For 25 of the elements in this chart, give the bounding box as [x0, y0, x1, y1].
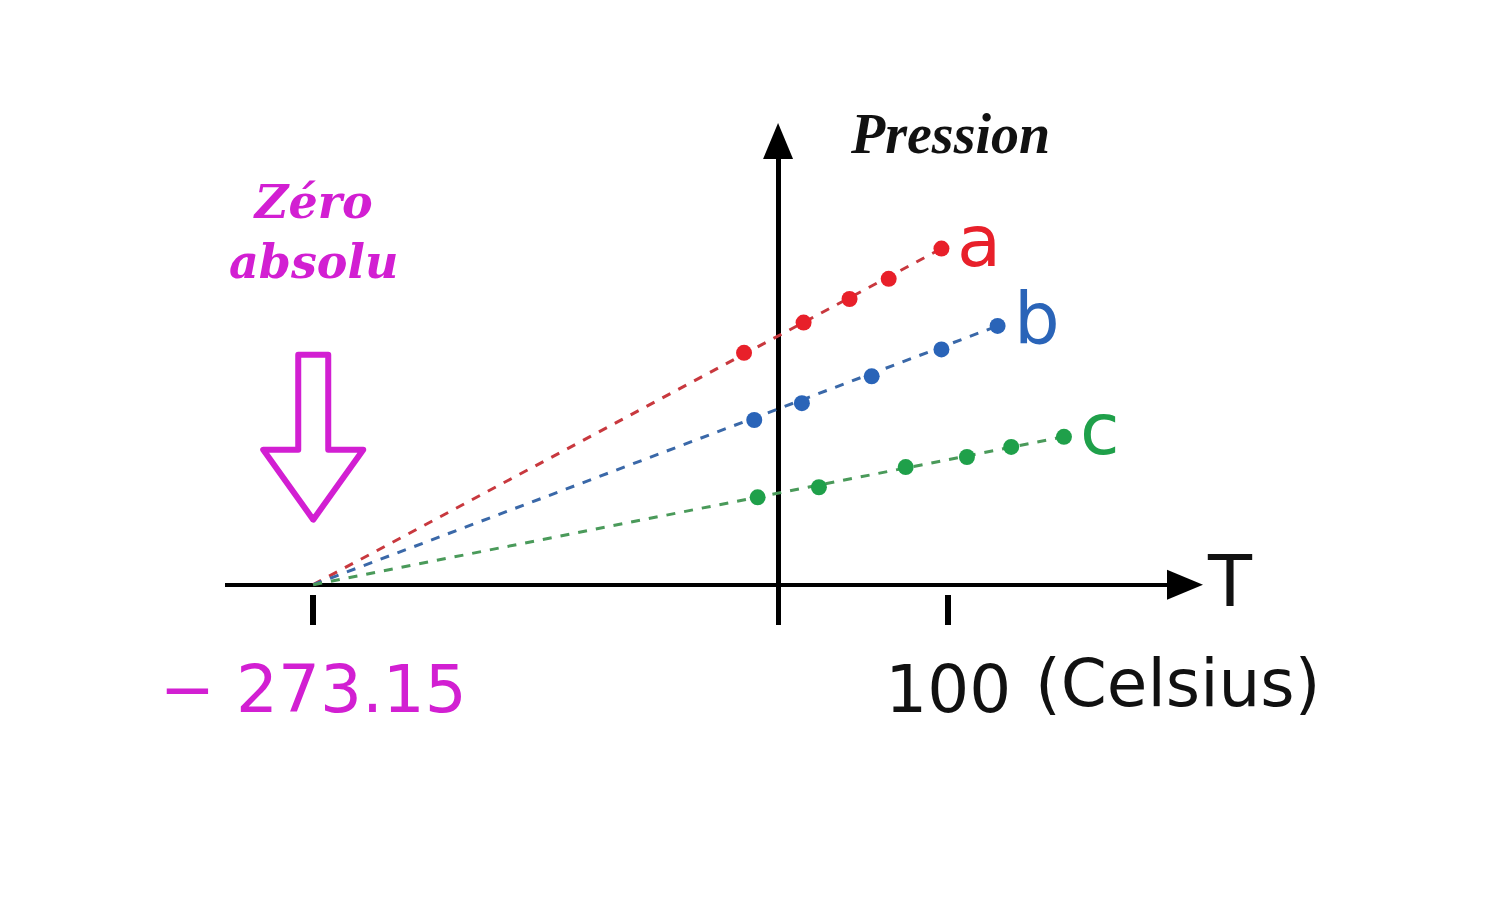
annotation: Zéro absolu: [229, 175, 399, 289]
point: [793, 395, 810, 412]
point: [958, 448, 975, 465]
point: [989, 317, 1006, 334]
point: [933, 240, 950, 257]
series-label: b: [1014, 276, 1060, 360]
series-label: a: [957, 199, 1002, 283]
point: [1055, 428, 1072, 445]
point: [880, 270, 897, 287]
x-tick-label: − 273.15: [159, 651, 467, 728]
x-tick-label: 100: [885, 651, 1012, 728]
point: [795, 314, 812, 331]
point: [863, 368, 880, 385]
point: [897, 459, 914, 476]
point: [736, 344, 753, 361]
series-label: c: [1080, 387, 1120, 471]
point: [933, 341, 950, 358]
y-axis-title: Pression: [850, 103, 1051, 165]
x-axis-title: T: [1207, 539, 1253, 623]
point: [749, 489, 766, 506]
point: [841, 291, 858, 308]
point: [1003, 438, 1020, 455]
point: [810, 479, 827, 496]
text: (Celsius): [1035, 645, 1321, 722]
point: [746, 412, 763, 428]
